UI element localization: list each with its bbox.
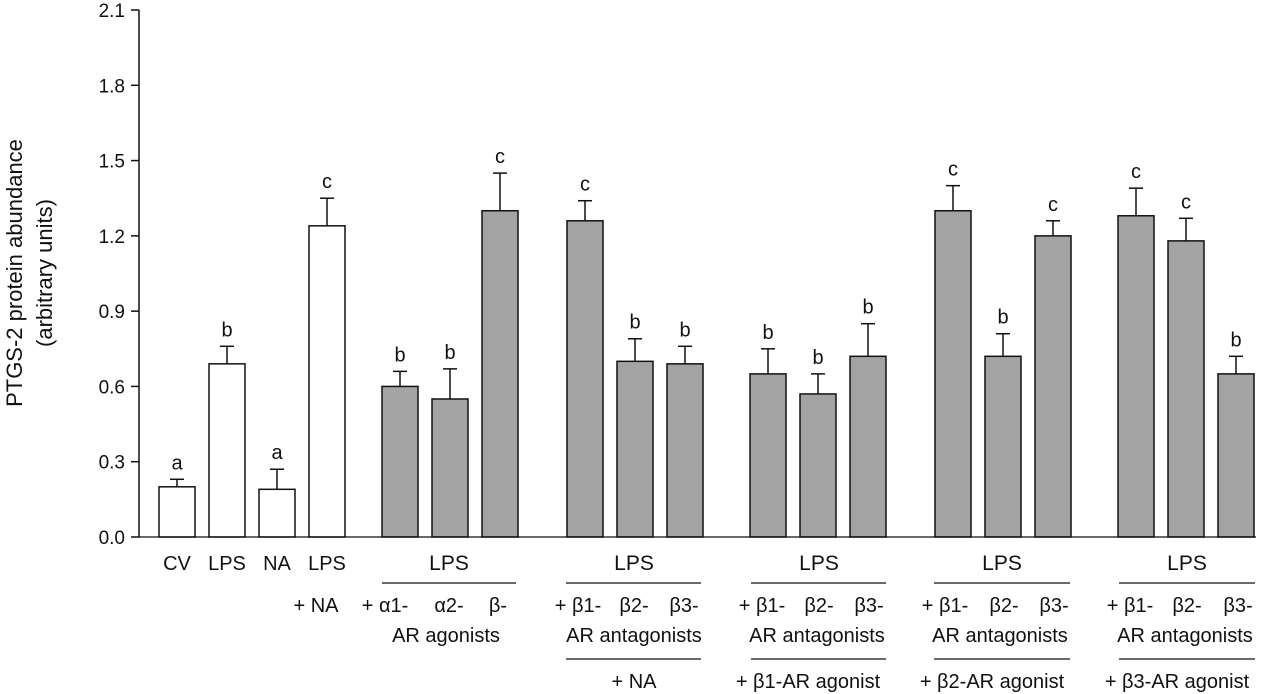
y-tick-label: 2.1: [99, 1, 125, 22]
group-3-sub-1: + β1-: [739, 595, 786, 617]
significance-letter: b: [629, 312, 640, 334]
y-tick-label: 0.0: [99, 528, 125, 549]
y-tick-label: 0.3: [99, 453, 125, 474]
group-4-labels: LPS + β1- β2- β3- AR antagonists + β2-AR…: [920, 552, 1070, 693]
bar: [381, 385, 419, 538]
group-1-sub-2: α2-: [434, 595, 463, 617]
group-4-desc: AR antagonists: [932, 625, 1068, 647]
significance-letter: c: [580, 174, 590, 196]
group-4-sub-3: β3-: [1039, 595, 1068, 617]
y-axis-title-line1: PTGS-2 protein abundance: [2, 139, 27, 407]
significance-letter: b: [1230, 329, 1241, 351]
bar: [1217, 373, 1255, 538]
bar: [1167, 240, 1205, 538]
group-3-sub-3: β3-: [854, 595, 883, 617]
group-2-header: LPS: [614, 552, 654, 575]
group-1-desc: AR agonists: [392, 625, 500, 647]
bar: [934, 210, 972, 538]
significance-letter: b: [812, 347, 823, 369]
group-4-sub-2: β2-: [989, 595, 1018, 617]
significance-letter: c: [495, 146, 505, 168]
bar: [984, 355, 1022, 538]
bar: [849, 355, 887, 538]
y-tick-label: 0.9: [99, 302, 125, 323]
group-4-footer: + β2-AR agonist: [920, 671, 1065, 693]
significance-letter: b: [862, 297, 873, 319]
significance-letter: c: [1048, 194, 1058, 216]
bar: [158, 486, 196, 538]
significance-letter: b: [444, 342, 455, 364]
significance-letter: c: [948, 159, 958, 181]
significance-letter: c: [322, 171, 332, 193]
significance-letter: c: [1181, 191, 1191, 213]
group-5-sub-1: + β1-: [1107, 595, 1154, 617]
group-1-labels: LPS + α1- α2- β- AR agonists: [362, 552, 516, 647]
group-2-sub-3: β3-: [669, 595, 698, 617]
bar: [308, 225, 346, 538]
group-4-header: LPS: [982, 552, 1022, 575]
bar: [566, 220, 604, 538]
y-tick-label: 1.2: [99, 227, 125, 248]
group-2-sub-1: + β1-: [555, 595, 602, 617]
group-1-sub-3: β-: [489, 595, 507, 617]
group-1-sub-1: + α1-: [362, 595, 409, 617]
x-label-lps-na-bottom: + NA: [293, 595, 339, 617]
group-4-sub-1: + β1-: [922, 595, 969, 617]
significance-letter: b: [394, 344, 405, 366]
y-axis: 0.0 0.3 0.6 0.9 1.2 1.5 1.8 2.1: [99, 1, 140, 549]
group-3-labels: LPS + β1- β2- β3- AR antagonists + β1-AR…: [736, 552, 886, 693]
significance-letter: b: [997, 307, 1008, 329]
significance-letter: a: [171, 452, 183, 474]
y-tick-label: 1.8: [99, 76, 125, 97]
group-2-labels: LPS + β1- β2- β3- AR antagonists + NA: [555, 552, 702, 693]
bar: [208, 363, 246, 538]
y-axis-title-line2: (arbitrary units): [32, 199, 57, 347]
significance-letter: c: [1131, 161, 1141, 183]
y-tick-label: 1.5: [99, 152, 125, 173]
bars: a b a c b b c c b b b b b c b c c c b: [139, 146, 1256, 538]
x-label-cv: CV: [163, 553, 191, 575]
y-tick-label: 0.6: [99, 377, 125, 398]
group-2-footer: + NA: [611, 671, 657, 693]
bar: [749, 373, 787, 538]
group-1-header: LPS: [429, 552, 469, 575]
significance-letter: a: [271, 442, 283, 464]
significance-letter: b: [221, 319, 232, 341]
group-3-sub-2: β2-: [804, 595, 833, 617]
group-5-labels: LPS + β1- β2- β3- AR antagonists + β3-AR…: [1105, 552, 1255, 693]
bar: [1034, 235, 1072, 538]
bar: [258, 488, 296, 538]
group-5-header: LPS: [1167, 552, 1207, 575]
group-2-sub-2: β2-: [619, 595, 648, 617]
bar: [1117, 215, 1155, 538]
group-5-sub-3: β3-: [1223, 595, 1252, 617]
x-label-na: NA: [263, 553, 291, 575]
bar: [481, 210, 519, 538]
bar: [666, 363, 704, 538]
group-3-desc: AR antagonists: [749, 625, 885, 647]
group-3-footer: + β1-AR agonist: [736, 671, 881, 693]
x-label-lps: LPS: [208, 553, 246, 575]
group-2-desc: AR antagonists: [566, 625, 702, 647]
significance-letter: b: [679, 319, 690, 341]
bar: [431, 398, 469, 538]
bar: [799, 393, 837, 538]
x-label-lps-na-top: LPS: [308, 553, 346, 575]
group-5-desc: AR antagonists: [1117, 625, 1253, 647]
group-5-footer: + β3-AR agonist: [1105, 671, 1250, 693]
bar: [616, 360, 654, 538]
group-5-sub-2: β2-: [1172, 595, 1201, 617]
group-3-header: LPS: [799, 552, 839, 575]
significance-letter: b: [762, 322, 773, 344]
